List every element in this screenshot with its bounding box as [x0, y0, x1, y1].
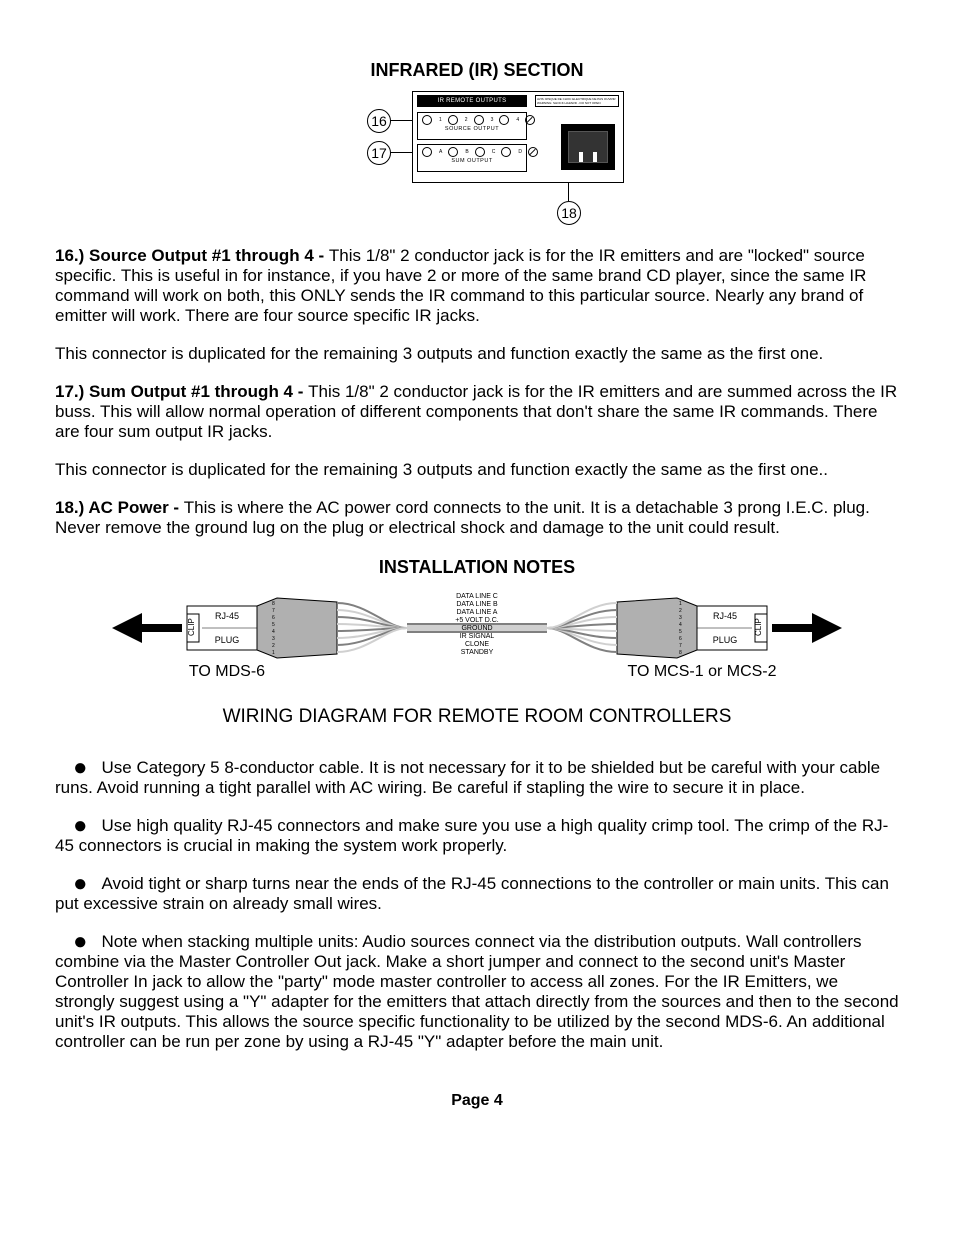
document-page: INFRARED (IR) SECTION 16 17 18 IR REMOTE…	[0, 0, 954, 1235]
svg-text:RJ-45: RJ-45	[713, 611, 737, 621]
svg-text:8: 8	[679, 650, 682, 656]
svg-text:1: 1	[679, 601, 682, 607]
jack-icon	[448, 147, 458, 157]
svg-text:5: 5	[272, 622, 275, 628]
source-output-label: SOURCE OUTPUT	[418, 126, 526, 132]
screw-icon	[528, 147, 538, 157]
svg-text:IR SIGNAL: IR SIGNAL	[460, 633, 495, 640]
sum-output-row: A B C D SUM OUTPUT	[417, 144, 527, 172]
warning-label: AVIS: RISQUE DE CHOC ELECTRIQUE NE PAS O…	[535, 95, 619, 107]
paragraph-17: 17.) Sum Output #1 through 4 - This 1/8"…	[55, 382, 899, 442]
svg-text:GROUND: GROUND	[461, 625, 492, 632]
svg-text:STANDBY: STANDBY	[461, 649, 494, 656]
svg-text:CLIP: CLIP	[754, 618, 763, 636]
svg-text:CLONE: CLONE	[465, 641, 489, 648]
bullet-icon: ●	[73, 762, 88, 774]
bullet-icon: ●	[73, 878, 88, 890]
wiring-diagram: CLIPRJ-45PLUG87654321CLIPRJ-45PLUG123456…	[107, 588, 847, 698]
callout-16: 16	[367, 109, 391, 133]
jack-icon	[499, 115, 509, 125]
install-section-title: INSTALLATION NOTES	[55, 557, 899, 578]
screw-icon	[525, 115, 535, 125]
svg-text:2: 2	[679, 608, 682, 614]
bullet-icon: ●	[73, 936, 88, 948]
svg-text:8: 8	[272, 601, 275, 607]
paragraph-18: 18.) AC Power - This is where the AC pow…	[55, 498, 899, 538]
paragraph-17-dup: This connector is duplicated for the rem…	[55, 460, 899, 480]
paragraph-17-heading: 17.) Sum Output #1 through 4 -	[55, 382, 308, 401]
callout-lead	[568, 183, 569, 201]
page-footer: Page 4	[55, 1092, 899, 1110]
svg-text:5: 5	[679, 629, 682, 635]
ac-inlet-icon	[561, 124, 615, 170]
svg-text:2: 2	[272, 643, 275, 649]
svg-text:DATA LINE A: DATA LINE A	[457, 609, 498, 616]
sum-output-label: SUM OUTPUT	[418, 158, 526, 164]
svg-text:TO MDS-6: TO MDS-6	[189, 663, 265, 680]
paragraph-16-heading: 16.) Source Output #1 through 4 -	[55, 246, 329, 265]
paragraph-18-heading: 18.) AC Power -	[55, 498, 184, 517]
source-output-row: 1 2 3 4 SOURCE OUTPUT	[417, 112, 527, 140]
svg-text:7: 7	[272, 608, 275, 614]
svg-text:4: 4	[679, 622, 682, 628]
svg-text:6: 6	[679, 636, 682, 642]
svg-text:1: 1	[272, 650, 275, 656]
jack-icon	[422, 115, 432, 125]
bullet-1: ●Use Category 5 8-conductor cable. It is…	[55, 758, 899, 798]
svg-text:CLIP: CLIP	[187, 618, 196, 636]
jack-icon	[422, 147, 432, 157]
svg-text:3: 3	[272, 636, 275, 642]
svg-text:3: 3	[679, 615, 682, 621]
rear-panel-box: IR REMOTE OUTPUTS AVIS: RISQUE DE CHOC E…	[412, 91, 624, 183]
bullet-2: ●Use high quality RJ-45 connectors and m…	[55, 816, 899, 856]
jack-icon	[474, 115, 484, 125]
jack-icon	[448, 115, 458, 125]
jack-icon	[475, 147, 485, 157]
bullet-4: ●Note when stacking multiple units: Audi…	[55, 932, 899, 1052]
svg-text:PLUG: PLUG	[713, 635, 738, 645]
ir-section-title: INFRARED (IR) SECTION	[55, 60, 899, 81]
svg-text:RJ-45: RJ-45	[215, 611, 239, 621]
paragraph-16-dup: This connector is duplicated for the rem…	[55, 344, 899, 364]
svg-text:6: 6	[272, 615, 275, 621]
bullet-3: ●Avoid tight or sharp turns near the end…	[55, 874, 899, 914]
svg-text:PLUG: PLUG	[215, 635, 240, 645]
svg-text:DATA LINE C: DATA LINE C	[456, 593, 498, 600]
svg-text:+5 VOLT D.C.: +5 VOLT D.C.	[455, 617, 499, 624]
bullet-icon: ●	[73, 820, 88, 832]
svg-text:TO MCS-1 or MCS-2: TO MCS-1 or MCS-2	[627, 663, 776, 680]
callout-17: 17	[367, 141, 391, 165]
svg-text:DATA LINE B: DATA LINE B	[456, 601, 498, 608]
svg-text:7: 7	[679, 643, 682, 649]
callout-18: 18	[557, 201, 581, 225]
jack-icon	[501, 147, 511, 157]
svg-text:4: 4	[272, 629, 275, 635]
wiring-caption: WIRING DIAGRAM FOR REMOTE ROOM CONTROLLE…	[55, 706, 899, 728]
ir-panel-diagram: 16 17 18 IR REMOTE OUTPUTS AVIS: RISQUE …	[327, 91, 627, 231]
paragraph-16: 16.) Source Output #1 through 4 - This 1…	[55, 246, 899, 326]
ir-outputs-header: IR REMOTE OUTPUTS	[417, 95, 527, 107]
